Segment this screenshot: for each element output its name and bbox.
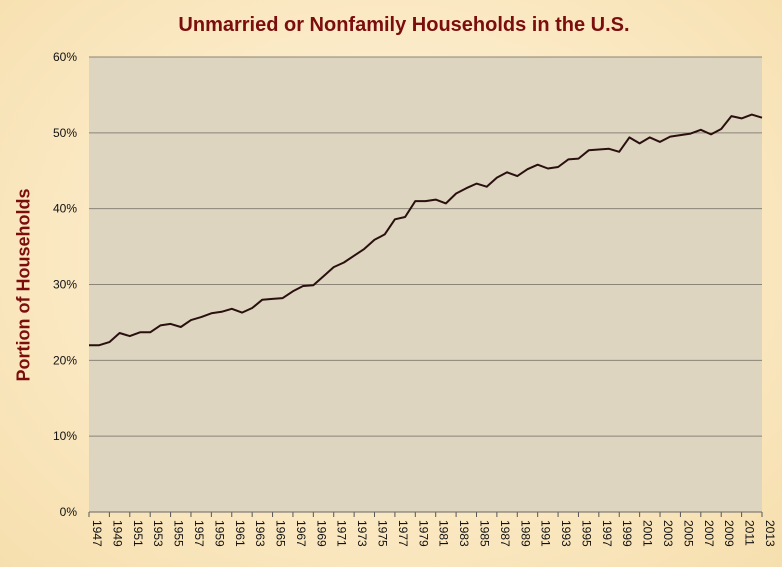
x-tick-label: 2013 xyxy=(763,520,777,547)
x-tick-label: 2011 xyxy=(743,520,757,546)
x-tick-label: 1959 xyxy=(212,520,226,547)
x-tick-label: 1991 xyxy=(539,520,553,547)
chart-title: Unmarried or Nonfamily Households in the… xyxy=(178,14,630,36)
x-tick-label: 2009 xyxy=(722,520,736,547)
x-tick-label: 1981 xyxy=(437,520,451,547)
x-tick-label: 1961 xyxy=(233,520,247,547)
x-tick-label: 1975 xyxy=(376,520,390,547)
gridlines xyxy=(89,56,762,437)
x-tick-label: 2003 xyxy=(661,520,675,547)
x-tick-label: 1965 xyxy=(274,520,288,547)
x-tick-label: 1983 xyxy=(457,520,471,547)
x-tick-label: 1969 xyxy=(314,520,328,547)
x-tick-label: 1951 xyxy=(131,520,145,547)
x-tick-label: 1997 xyxy=(600,520,614,547)
x-tick-label: 1953 xyxy=(151,520,165,547)
series-line xyxy=(89,113,763,347)
x-tick-label: 1989 xyxy=(518,520,532,547)
y-tick-label: 40% xyxy=(53,202,77,216)
y-axis-ticks: 0% 10% 20% 30% 40% 50% 60% xyxy=(53,50,77,519)
x-tick-label: 2005 xyxy=(681,520,695,547)
y-tick-label: 10% xyxy=(53,429,77,443)
x-tick-label: 1973 xyxy=(355,520,369,547)
y-tick-label: 60% xyxy=(53,50,77,64)
y-tick-label: 30% xyxy=(53,278,77,292)
x-tick-label: 1995 xyxy=(579,520,593,547)
x-tick-label: 1957 xyxy=(192,520,206,547)
x-tick-label: 1949 xyxy=(110,520,124,547)
x-tick-label: 1955 xyxy=(172,520,186,547)
x-axis-ticks: 1947 1949 1951 1953 1955 1957 1959 1961 1963 1965… xyxy=(88,512,777,547)
x-tick-label: 1963 xyxy=(253,520,267,547)
x-tick-label: 1979 xyxy=(416,520,430,547)
x-tick-label: 1977 xyxy=(396,520,410,547)
y-tick-label: 0% xyxy=(60,505,78,519)
y-tick-label: 50% xyxy=(53,126,77,140)
x-tick-label: 1993 xyxy=(559,520,573,547)
x-tick-label: 1967 xyxy=(294,520,308,547)
x-tick-label: 2001 xyxy=(641,520,655,547)
x-tick-label: 1971 xyxy=(335,520,349,547)
x-tick-label: 1987 xyxy=(498,520,512,547)
x-tick-label: 2007 xyxy=(702,520,716,547)
x-tick-label: 1947 xyxy=(90,520,104,547)
x-tick-label: 1985 xyxy=(477,520,491,547)
y-tick-label: 20% xyxy=(53,353,77,367)
x-tick-label: 1999 xyxy=(620,520,634,547)
